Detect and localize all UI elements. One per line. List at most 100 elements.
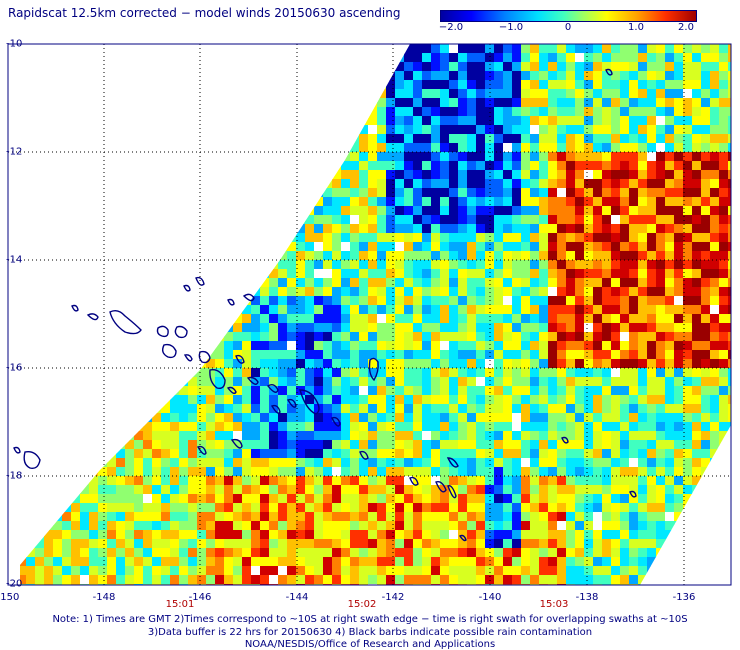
wind-diff-cell xyxy=(44,368,54,378)
wind-diff-cell xyxy=(386,350,396,360)
wind-diff-cell xyxy=(242,161,252,171)
wind-diff-cell xyxy=(80,125,90,135)
wind-diff-cell xyxy=(494,539,504,549)
wind-diff-cell xyxy=(215,386,225,396)
wind-diff-cell xyxy=(557,296,567,306)
wind-diff-cell xyxy=(638,62,648,72)
wind-diff-cell xyxy=(413,458,423,468)
wind-diff-cell xyxy=(404,395,414,405)
wind-diff-cell xyxy=(296,575,306,585)
wind-diff-cell xyxy=(422,44,432,54)
colorbar-tick-label: −1.0 xyxy=(498,22,524,33)
wind-diff-cell xyxy=(404,521,414,531)
wind-diff-cell xyxy=(539,269,549,279)
wind-diff-cell xyxy=(80,143,90,153)
wind-diff-cell xyxy=(566,575,576,585)
wind-diff-cell xyxy=(548,179,558,189)
wind-diff-cell xyxy=(143,503,153,513)
wind-diff-cell xyxy=(35,296,45,306)
wind-diff-cell xyxy=(458,476,468,486)
wind-diff-cell xyxy=(350,143,360,153)
wind-diff-cell xyxy=(377,557,387,567)
wind-diff-cell xyxy=(539,89,549,99)
wind-diff-cell xyxy=(458,539,468,549)
wind-diff-cell xyxy=(521,350,531,360)
wind-diff-cell xyxy=(197,161,207,171)
wind-diff-cell xyxy=(278,440,288,450)
wind-diff-cell xyxy=(305,530,315,540)
wind-diff-cell xyxy=(62,494,72,504)
wind-diff-cell xyxy=(305,206,315,216)
wind-diff-cell xyxy=(125,395,135,405)
wind-diff-cell xyxy=(557,485,567,495)
wind-diff-cell xyxy=(53,503,63,513)
wind-diff-cell xyxy=(152,71,162,81)
wind-diff-cell xyxy=(485,233,495,243)
wind-diff-cell xyxy=(629,332,639,342)
wind-diff-cell xyxy=(467,278,477,288)
wind-diff-cell xyxy=(107,251,117,261)
wind-diff-cell xyxy=(710,62,720,72)
wind-diff-cell xyxy=(719,233,729,243)
wind-diff-cell xyxy=(296,413,306,423)
wind-diff-cell xyxy=(179,44,189,54)
wind-diff-cell xyxy=(548,134,558,144)
wind-diff-cell xyxy=(557,431,567,441)
wind-diff-cell xyxy=(638,467,648,477)
wind-diff-cell xyxy=(143,179,153,189)
wind-diff-cell xyxy=(179,251,189,261)
wind-diff-cell xyxy=(224,269,234,279)
wind-diff-cell xyxy=(539,422,549,432)
wind-diff-cell xyxy=(449,80,459,90)
wind-diff-cell xyxy=(71,557,81,567)
wind-diff-cell xyxy=(530,143,540,153)
wind-diff-cell xyxy=(728,269,731,279)
wind-diff-cell xyxy=(377,359,387,369)
wind-diff-cell xyxy=(224,188,234,198)
wind-diff-cell xyxy=(638,323,648,333)
wind-diff-cell xyxy=(269,530,279,540)
wind-diff-cell xyxy=(710,512,720,522)
wind-diff-cell xyxy=(593,89,603,99)
wind-diff-cell xyxy=(143,125,153,135)
wind-diff-cell xyxy=(665,521,675,531)
wind-diff-cell xyxy=(539,575,549,585)
wind-diff-cell xyxy=(602,332,612,342)
wind-diff-cell xyxy=(422,512,432,522)
wind-diff-cell xyxy=(107,224,117,234)
wind-diff-cell xyxy=(431,179,441,189)
wind-diff-cell xyxy=(539,449,549,459)
wind-diff-cell xyxy=(368,512,378,522)
wind-diff-cell xyxy=(512,377,522,387)
wind-diff-cell xyxy=(494,305,504,315)
wind-diff-cell xyxy=(368,494,378,504)
wind-diff-cell xyxy=(170,368,180,378)
wind-diff-cell xyxy=(116,269,126,279)
wind-diff-cell xyxy=(62,143,72,153)
wind-diff-cell xyxy=(134,449,144,459)
wind-diff-cell xyxy=(593,503,603,513)
wind-diff-cell xyxy=(305,566,315,576)
wind-diff-cell xyxy=(548,557,558,567)
wind-diff-cell xyxy=(377,116,387,126)
wind-diff-cell xyxy=(593,512,603,522)
wind-diff-cell xyxy=(242,80,252,90)
wind-diff-cell xyxy=(476,287,486,297)
wind-diff-cell xyxy=(161,305,171,315)
wind-diff-cell xyxy=(53,449,63,459)
wind-diff-cell xyxy=(98,494,108,504)
wind-diff-cell xyxy=(485,98,495,108)
wind-diff-cell xyxy=(62,242,72,252)
wind-diff-cell xyxy=(566,98,576,108)
wind-diff-cell xyxy=(341,314,351,324)
wind-diff-cell xyxy=(431,440,441,450)
wind-diff-cell xyxy=(539,566,549,576)
wind-diff-cell xyxy=(224,503,234,513)
wind-diff-cell xyxy=(170,206,180,216)
wind-diff-cell xyxy=(431,476,441,486)
wind-diff-cell xyxy=(629,269,639,279)
wind-diff-cell xyxy=(197,296,207,306)
wind-diff-cell xyxy=(530,107,540,117)
wind-diff-cell xyxy=(233,530,243,540)
wind-diff-cell xyxy=(638,134,648,144)
